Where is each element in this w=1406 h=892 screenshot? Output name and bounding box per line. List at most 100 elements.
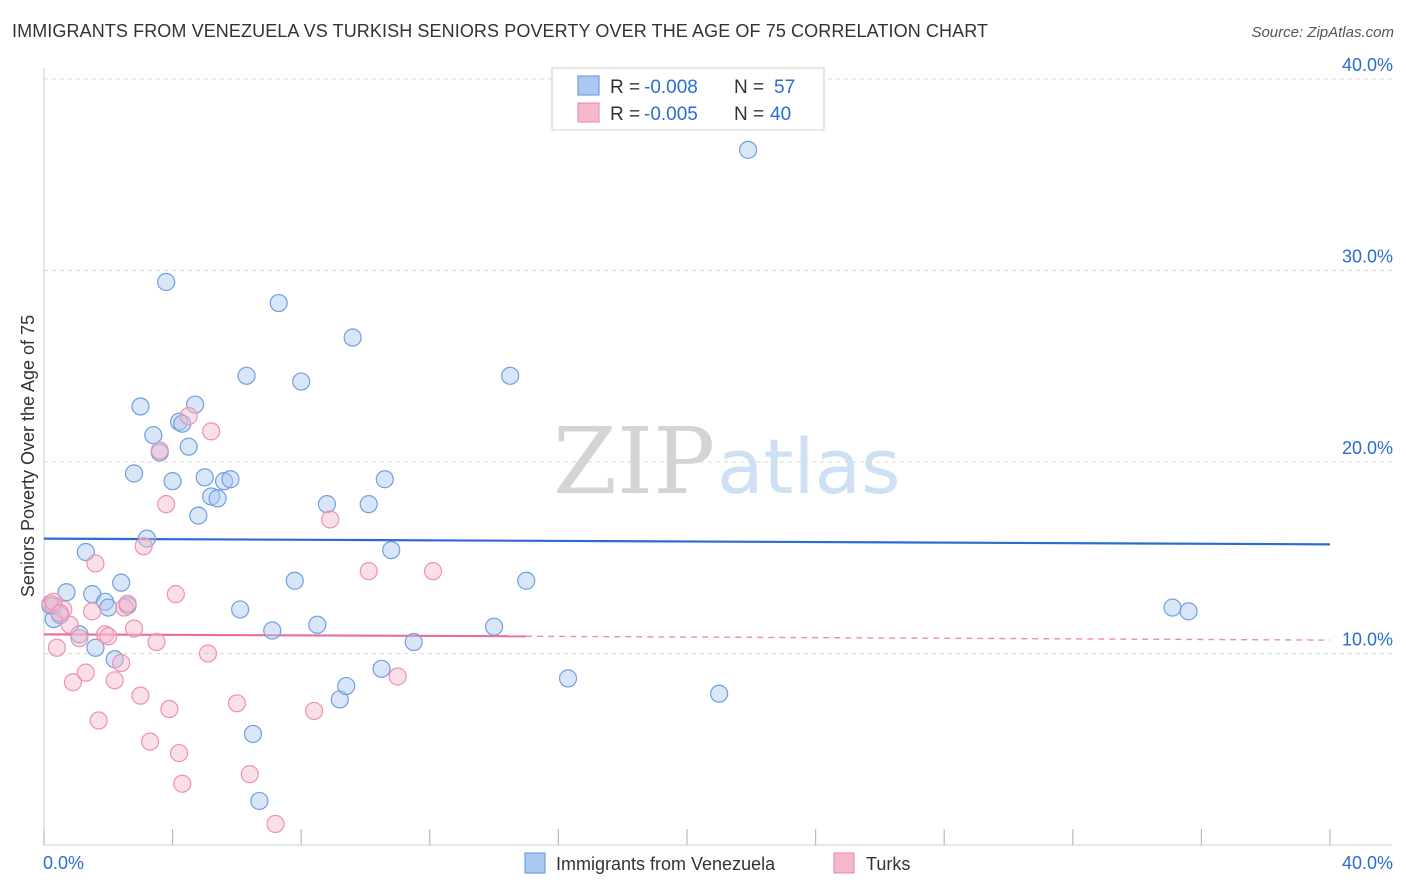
data-points [41,140,1198,834]
legend-n-value-venezuela: 57 [774,77,795,98]
turks-point [150,441,169,460]
venezuela-point [517,571,536,590]
legend-n-label-venezuela: N = [734,77,764,98]
venezuela-point [269,293,288,313]
y-tick-label: 30.0% [1342,247,1393,267]
watermark-zip: ZIP [553,408,715,515]
venezuela-point [214,472,234,491]
bottom-legend-label-venezuela: Immigrants from Venezuela [556,854,776,874]
series-legend: Immigrants from Venezuela Turks [524,852,910,874]
y-tick-label: 10.0% [1342,630,1393,650]
venezuela-trend-line [43,537,1331,546]
turks-point [266,814,285,834]
venezuela-point [710,684,729,703]
venezuela-point [359,495,378,514]
venezuela-point [343,328,362,347]
trend-lines [43,537,1331,641]
axes: 10.0% 20.0% 30.0% 40.0% [43,55,1393,846]
bottom-legend-swatch-venezuela [524,852,546,874]
x-tick-label-min: 0.0% [43,853,84,873]
turks-point [86,554,105,573]
legend-r-value-venezuela: -0.008 [644,77,698,98]
turks-point [134,537,153,556]
venezuela-point [308,615,327,634]
legend-swatch-venezuela [577,75,600,96]
venezuela-point [237,366,256,385]
y-axis-label: Seniors Poverty Over the Age of 75 [18,315,38,597]
venezuela-point [372,659,391,678]
chart-title: IMMIGRANTS FROM VENEZUELA VS TURKISH SEN… [12,21,989,41]
venezuela-point [337,676,356,696]
venezuela-point [1163,598,1182,617]
turks-point [118,594,137,613]
turks-point [99,627,118,646]
venezuela-point [169,412,189,431]
turks-point [160,699,179,719]
y-tick-label: 20.0% [1342,438,1393,458]
venezuela-point [1179,602,1198,621]
venezuela-point [57,583,76,602]
turks-point [157,495,176,514]
turks-point [124,619,144,638]
venezuela-point [70,625,89,644]
turks-point [359,562,378,581]
venezuela-point [179,437,198,456]
venezuela-point [292,372,311,391]
turks-trend-extension [526,635,1331,641]
legend-n-label-turks: N = [734,104,764,125]
venezuela-point [131,397,150,416]
turks-point [140,732,160,751]
venezuela-point [243,724,263,744]
turks-point [198,644,218,663]
gridlines [44,78,1392,654]
legend-n-value-turks: 40 [770,104,791,125]
turks-point [50,604,70,623]
turks-point [423,562,443,581]
venezuela-point [285,571,304,590]
turks-trend-line [43,633,527,638]
venezuela-point [202,487,221,506]
legend-swatch-turks [577,102,600,123]
venezuela-point [99,598,118,617]
venezuela-point [144,426,163,445]
venezuela-point [738,140,758,159]
turks-point [388,667,407,686]
venezuela-point [124,464,144,483]
bottom-legend-swatch-turks [833,852,855,874]
venezuela-point [501,366,520,385]
turks-point [76,663,95,682]
venezuela-point [189,506,208,525]
turks-point [89,711,108,730]
venezuela-point [250,791,269,811]
venezuela-point [163,472,182,491]
venezuela-point [558,669,578,688]
venezuela-point [263,621,282,640]
venezuela-point [317,495,337,514]
turks-point [105,671,124,690]
turks-point [321,510,340,529]
y-tick-label: 40.0% [1342,55,1393,75]
turks-point [304,701,324,721]
venezuela-point [221,470,240,489]
venezuela-point [231,600,250,619]
legend-r-value-turks: -0.005 [644,104,698,125]
x-tick-label-max: 40.0% [1342,853,1393,873]
turks-point [240,765,259,784]
venezuela-point [112,573,131,592]
turks-point [63,673,83,692]
turks-point [169,743,189,763]
turks-point [83,602,102,621]
turks-point [131,686,150,705]
source-label: Source: ZipAtlas.com [1251,24,1394,41]
correlation-legend: R = -0.008 N = 57 R = -0.005 N = 40 [551,67,825,131]
venezuela-point [95,592,115,611]
venezuela-point [208,489,227,508]
legend-r-label-turks: R = [610,104,640,125]
turks-point [202,422,221,441]
turks-point [47,638,66,657]
watermark-atlas: atlas [717,422,901,511]
turks-point [112,653,131,673]
turks-point [227,694,246,713]
bottom-legend-label-turks: Turks [866,854,910,874]
